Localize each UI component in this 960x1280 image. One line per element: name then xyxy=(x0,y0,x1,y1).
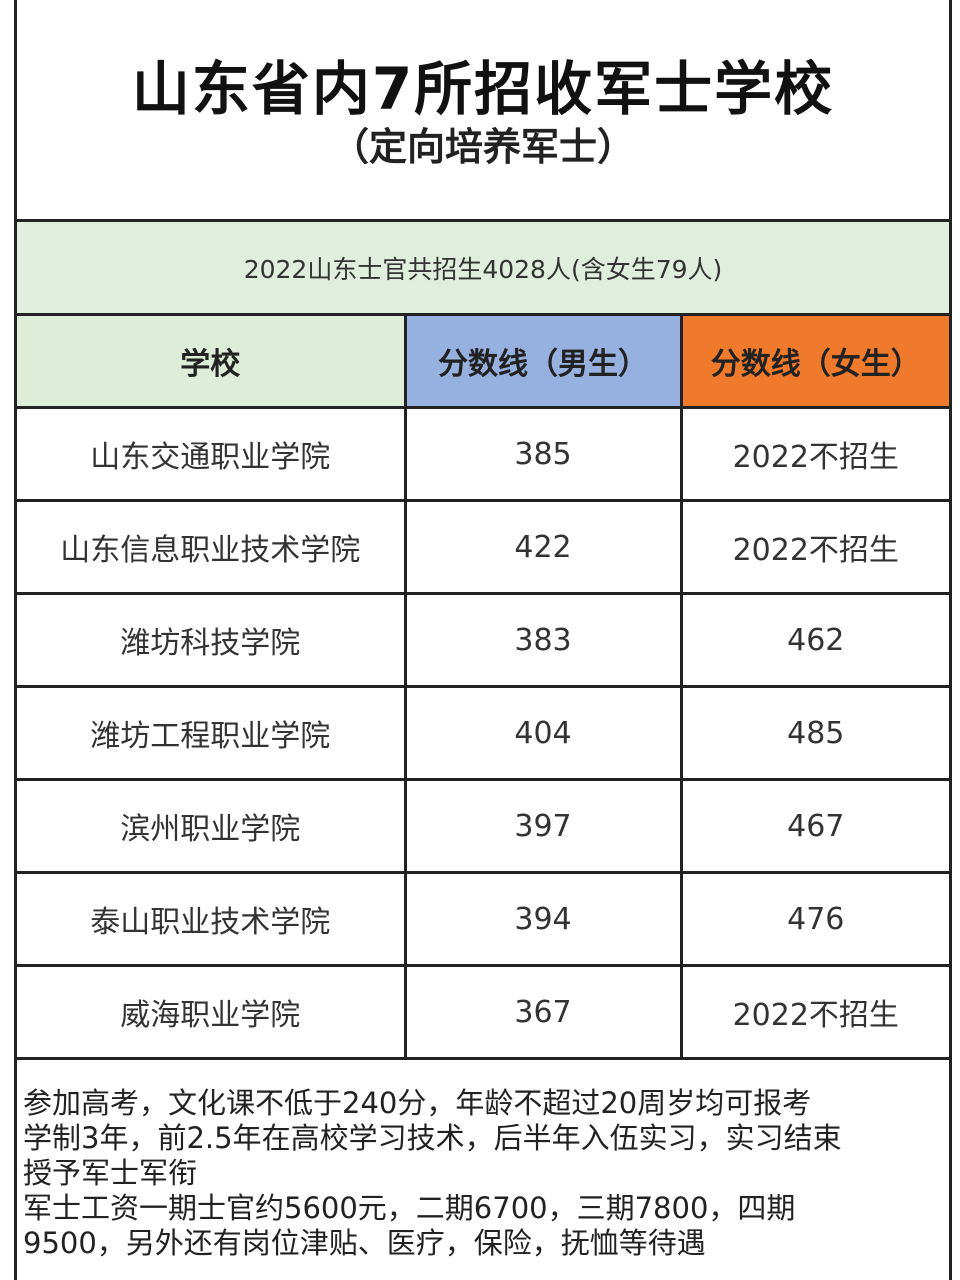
score-table: 学校 分数线（男生） 分数线（女生） 山东交通职业学院 385 2022不招生 … xyxy=(17,316,949,1060)
header-female-score: 分数线（女生） xyxy=(679,316,949,409)
page-subtitle: （定向培养军士） xyxy=(330,125,635,169)
header-school: 学校 xyxy=(17,316,407,409)
table-header-row: 学校 分数线（男生） 分数线（女生） xyxy=(17,316,949,409)
male-score: 383 xyxy=(403,592,683,688)
school-name: 山东交通职业学院 xyxy=(17,406,407,502)
female-score: 2022不招生 xyxy=(679,964,949,1060)
note-line: 授予军士军衔 xyxy=(23,1156,198,1190)
header-male-score: 分数线（男生） xyxy=(403,316,683,409)
table-row: 潍坊工程职业学院 404 485 xyxy=(17,685,949,781)
school-name: 潍坊科技学院 xyxy=(17,592,407,688)
note-line: 学制3年，前2.5年在高校学习技术，后半年入伍实习，实习结束 xyxy=(23,1121,842,1155)
school-name: 泰山职业技术学院 xyxy=(17,871,407,967)
male-score: 385 xyxy=(403,406,683,502)
document-sheet: 山东省内7所招收军士学校 （定向培养军士） 2022山东士官共招生4028人(含… xyxy=(14,0,952,1280)
male-score: 404 xyxy=(403,685,683,781)
notes-section: 参加高考，文化课不低于240分，年龄不超过20周岁均可报考 学制3年，前2.5年… xyxy=(23,1086,943,1261)
table-row: 威海职业学院 367 2022不招生 xyxy=(17,964,949,1060)
table-row: 泰山职业技术学院 394 476 xyxy=(17,871,949,967)
female-score: 2022不招生 xyxy=(679,499,949,595)
title-box: 山东省内7所招收军士学校 （定向培养军士） xyxy=(17,0,949,222)
table-row: 滨州职业学院 397 467 xyxy=(17,778,949,874)
female-score: 485 xyxy=(679,685,949,781)
note-line: 军士工资一期士官约5600元，二期6700，三期7800，四期 xyxy=(23,1191,796,1225)
table-row: 山东交通职业学院 385 2022不招生 xyxy=(17,406,949,502)
male-score: 397 xyxy=(403,778,683,874)
school-name: 威海职业学院 xyxy=(17,964,407,1060)
female-score: 476 xyxy=(679,871,949,967)
table-row: 潍坊科技学院 383 462 xyxy=(17,592,949,688)
male-score: 422 xyxy=(403,499,683,595)
table-row: 山东信息职业技术学院 422 2022不招生 xyxy=(17,499,949,595)
page-title: 山东省内7所招收军士学校 xyxy=(131,55,835,123)
male-score: 394 xyxy=(403,871,683,967)
female-score: 2022不招生 xyxy=(679,406,949,502)
male-score: 367 xyxy=(403,964,683,1060)
note-line: 参加高考，文化课不低于240分，年龄不超过20周岁均可报考 xyxy=(23,1086,812,1120)
note-line: 9500，另外还有岗位津贴、医疗，保险，抚恤等待遇 xyxy=(23,1226,706,1260)
school-name: 山东信息职业技术学院 xyxy=(17,499,407,595)
enrollment-summary: 2022山东士官共招生4028人(含女生79人) xyxy=(17,222,949,316)
school-name: 潍坊工程职业学院 xyxy=(17,685,407,781)
female-score: 467 xyxy=(679,778,949,874)
school-name: 滨州职业学院 xyxy=(17,778,407,874)
female-score: 462 xyxy=(679,592,949,688)
